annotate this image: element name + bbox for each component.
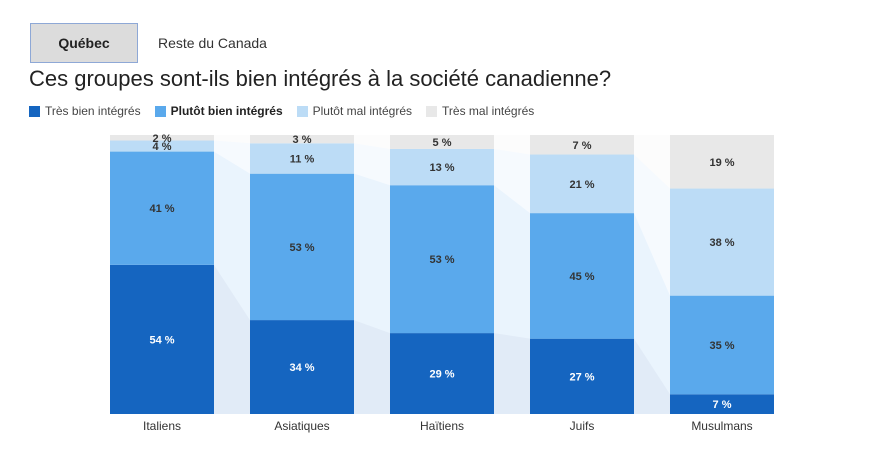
chart-title: Ces groupes sont-ils bien intégrés à la … <box>29 66 612 91</box>
category-label: Italiens <box>143 419 181 433</box>
connector-band <box>214 264 250 414</box>
connector-band <box>214 151 250 321</box>
data-label: 27 % <box>569 371 594 383</box>
data-label: 54 % <box>149 334 174 346</box>
connector-band <box>494 185 530 339</box>
category-label: Juifs <box>570 419 595 433</box>
bar-segment[interactable] <box>390 333 494 414</box>
connector-band <box>354 135 390 149</box>
category-label: Musulmans <box>691 419 752 433</box>
category-label: Asiatiques <box>274 419 329 433</box>
connector-band <box>214 135 250 144</box>
legend-item-tres-bien[interactable]: Très bien intégrés <box>29 104 141 118</box>
region-tabs: Québec Reste du Canada <box>30 22 267 64</box>
data-label: 21 % <box>569 179 594 191</box>
chart-legend: Très bien intégrés Plutôt bien intégrés … <box>29 104 548 118</box>
data-label: 13 % <box>429 162 454 174</box>
data-label: 34 % <box>289 362 314 374</box>
bar-segment[interactable] <box>250 135 354 144</box>
bar-segment[interactable] <box>530 213 634 339</box>
connector-band <box>634 154 670 296</box>
bar-segment[interactable] <box>390 135 494 149</box>
data-label: 7 % <box>713 399 732 411</box>
connector-band <box>494 333 530 414</box>
legend-swatch <box>154 105 166 117</box>
bar-segment[interactable] <box>670 295 774 395</box>
tab-reste-du-canada[interactable]: Reste du Canada <box>158 35 267 51</box>
connector-band <box>494 135 530 155</box>
connector-band <box>634 213 670 395</box>
legend-label: Très mal intégrés <box>442 104 535 118</box>
bar-segment[interactable] <box>110 135 214 141</box>
data-label: 29 % <box>429 369 454 381</box>
legend-label: Très bien intégrés <box>45 104 141 118</box>
legend-swatch <box>29 105 40 117</box>
bar-segment[interactable] <box>110 151 214 265</box>
connector-band <box>354 173 390 334</box>
data-label: 19 % <box>709 157 734 169</box>
legend-item-tres-mal[interactable]: Très mal intégrés <box>426 104 534 118</box>
bar-segment[interactable] <box>250 320 354 414</box>
bar-segment[interactable] <box>390 185 494 334</box>
data-label: 53 % <box>429 254 454 266</box>
data-label: 11 % <box>290 153 315 165</box>
data-label: 4 % <box>153 141 172 153</box>
legend-label: Plutôt bien intégrés <box>170 104 283 118</box>
bar-segment[interactable] <box>390 148 494 186</box>
bar-segment[interactable] <box>530 338 634 414</box>
data-label: 35 % <box>709 340 734 352</box>
data-label: 41 % <box>149 203 174 215</box>
data-label: 7 % <box>573 140 592 152</box>
connector-band <box>214 140 250 174</box>
bar-segment[interactable] <box>530 135 634 155</box>
bar-segment[interactable] <box>250 173 354 321</box>
legend-label: Plutôt mal intégrés <box>312 104 413 118</box>
data-label: 3 % <box>293 134 312 146</box>
connector-band <box>634 338 670 414</box>
bar-segment[interactable] <box>670 188 774 296</box>
bar-segment[interactable] <box>110 140 214 152</box>
bar-segment[interactable] <box>670 135 774 189</box>
data-label: 38 % <box>709 237 734 249</box>
legend-swatch <box>296 105 308 117</box>
legend-item-plutot-mal[interactable]: Plutôt mal intégrés <box>296 104 413 118</box>
bar-segment[interactable] <box>250 143 354 174</box>
data-label: 2 % <box>153 133 172 145</box>
bar-segment[interactable] <box>670 394 774 414</box>
legend-item-plutot-bien[interactable]: Plutôt bien intégrés <box>154 104 283 118</box>
connector-band <box>354 143 390 186</box>
connector-band <box>354 320 390 414</box>
connector-band <box>494 148 530 214</box>
data-label: 5 % <box>433 137 452 149</box>
bar-segment[interactable] <box>110 264 214 414</box>
bar-segment[interactable] <box>530 154 634 214</box>
category-label: Haïtiens <box>420 419 464 433</box>
data-label: 53 % <box>289 242 314 254</box>
data-label: 45 % <box>569 271 594 283</box>
tab-quebec[interactable]: Québec <box>30 23 138 63</box>
legend-swatch <box>426 105 438 117</box>
connector-band <box>634 135 670 189</box>
